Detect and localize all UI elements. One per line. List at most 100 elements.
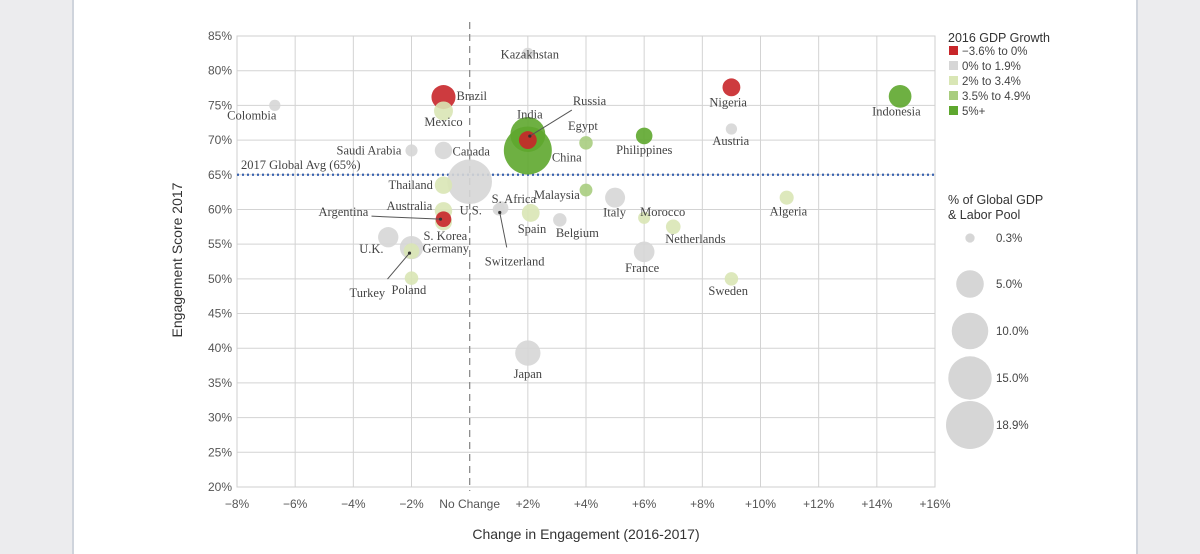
bubble (269, 99, 281, 112)
point-label: S. Korea (423, 229, 467, 243)
legend-size-bubble (965, 233, 975, 243)
bubble (447, 159, 492, 205)
x-tick-label: +10% (745, 497, 776, 511)
x-tick-label: +2% (516, 497, 541, 511)
point-labels: Kazakhstan Colombia Brazil Mexico India Russi… (227, 47, 921, 381)
bubble (722, 78, 741, 97)
y-tick-label: 80% (208, 64, 232, 78)
panel-border-left (72, 0, 74, 554)
bubble (434, 176, 453, 194)
point-label: Australia (386, 199, 432, 213)
x-axis-ticks: −8% −6% −4% −2% No Change +2% +4% +6% +8% +10% +12… (225, 497, 951, 511)
bubble (779, 190, 794, 205)
legend-size-label: 5.0% (996, 279, 1022, 291)
legend-size-label: 18.9% (996, 420, 1029, 432)
y-tick-label: 85% (208, 29, 232, 43)
point-label: Morocco (640, 205, 685, 219)
leader-arrowhead (438, 217, 443, 221)
gridlines (236, 35, 936, 488)
point-label: Nigeria (709, 95, 747, 109)
point-label: Argentina (318, 205, 368, 219)
reference-line-label: 2017 Global Avg (65%) (241, 158, 361, 172)
legend-size-title-line2: & Labor Pool (948, 208, 1020, 222)
y-tick-label: 60% (208, 202, 232, 216)
bubble (579, 183, 593, 197)
legend-color-label: 3.5% to 4.9% (962, 91, 1030, 103)
point-label: Sweden (708, 284, 748, 298)
point-label: Belgium (556, 226, 599, 240)
point-label: U.S. (460, 204, 482, 218)
point-label: Turkey (350, 286, 386, 300)
x-tick-label: −6% (283, 497, 308, 511)
bubble (435, 211, 452, 228)
y-tick-label: 35% (208, 376, 232, 390)
legend-color-label: 5%+ (962, 106, 986, 118)
bubble (405, 144, 418, 157)
x-tick-label: No Change (439, 497, 500, 511)
point-label: Brazil (456, 89, 487, 103)
legend-swatch (949, 91, 958, 100)
bubble (492, 203, 505, 216)
bubble (378, 227, 399, 248)
legend-size-title-line1: % of Global GDP (948, 193, 1043, 207)
bubble (724, 272, 739, 286)
x-tick-label: +6% (632, 497, 657, 511)
y-tick-label: 55% (208, 237, 232, 251)
point-label: Malaysia (534, 188, 580, 202)
legend-color-label: 0% to 1.9% (962, 61, 1021, 73)
y-axis-ticks: 20% 25% 30% 35% 40% 45% 50% 55% 60% 65% 70% 75% 80% 8… (208, 29, 232, 494)
leader-line (499, 212, 508, 248)
bubble (579, 136, 593, 150)
y-tick-label: 50% (208, 272, 232, 286)
point-label: Indonesia (872, 104, 921, 118)
point-label: China (552, 150, 582, 164)
bubble (404, 271, 419, 285)
bubble (638, 211, 651, 224)
leader-line (387, 252, 410, 280)
y-tick-label: 45% (208, 307, 232, 321)
y-tick-label: 25% (208, 445, 232, 459)
point-label: Russia (573, 94, 607, 108)
leader-line (371, 215, 441, 220)
bubble (553, 213, 567, 227)
legend-swatch (949, 106, 958, 115)
y-tick-label: 65% (208, 168, 232, 182)
y-tick-label: 75% (208, 98, 232, 112)
plot-frame (236, 35, 936, 488)
point-label: Netherlands (665, 232, 726, 246)
leader-line (529, 109, 573, 137)
x-tick-label: −4% (341, 497, 366, 511)
x-tick-label: +16% (919, 497, 950, 511)
point-label: Italy (603, 206, 627, 220)
legend-color-label: 2% to 3.4% (962, 76, 1021, 88)
point-label: Japan (514, 367, 543, 381)
bubble (518, 131, 537, 149)
x-axis-label: Change in Engagement (2016-2017) (472, 526, 699, 542)
bubble (434, 141, 453, 160)
point-label: Kazakhstan (501, 47, 560, 61)
point-label: Canada (452, 144, 490, 158)
legend-size-bubble (948, 356, 992, 400)
legend-size-label: 0.3% (996, 233, 1022, 245)
point-label: Egypt (568, 119, 598, 133)
bubble (521, 204, 540, 222)
bubble (635, 127, 653, 145)
bubble (633, 241, 655, 263)
point-label: France (625, 261, 659, 275)
point-label: Mexico (424, 115, 462, 129)
x-tick-label: +8% (690, 497, 715, 511)
y-tick-label: 30% (208, 411, 232, 425)
legend-swatch (949, 61, 958, 70)
legend-size-bubble (956, 270, 984, 298)
global-average-line: 2017 Global Avg (65%) (237, 158, 935, 176)
bubble (605, 187, 626, 208)
point-label: Spain (518, 222, 547, 236)
x-tick-label: +12% (803, 497, 834, 511)
leader-arrowhead (528, 134, 532, 138)
point-label: Algeria (770, 205, 808, 219)
point-label: Poland (392, 283, 427, 297)
panel-border-right (1136, 0, 1138, 554)
legend: 2016 GDP Growth−3.6% to 0% 0% to 1.9% 2% t… (946, 31, 1050, 449)
x-tick-label: −2% (399, 497, 424, 511)
